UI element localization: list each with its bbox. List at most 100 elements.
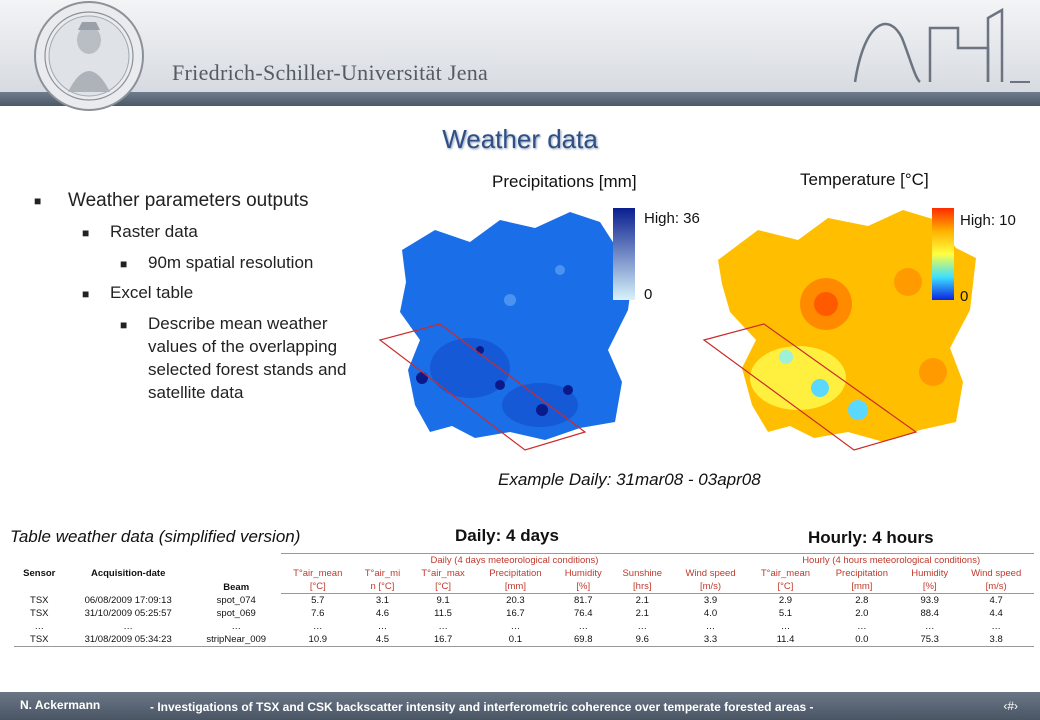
- temp-cold-spot: [811, 379, 829, 397]
- table-cell: 3.1: [375, 595, 390, 606]
- col-unit-daily: [%]: [554, 580, 612, 594]
- bullet-level2: ■ Excel table: [30, 283, 375, 303]
- table-cell: …: [438, 621, 448, 632]
- table-cell: spot_069: [216, 608, 256, 619]
- table-cell: …: [780, 621, 791, 632]
- temp-cold-spot: [779, 350, 793, 364]
- table-cell: …: [123, 621, 133, 632]
- header-banner: [0, 0, 1040, 92]
- table-cell: 5.1: [778, 608, 793, 619]
- map-caption: Example Daily: 31mar08 - 03apr08: [498, 470, 761, 489]
- temp-warm-core: [814, 292, 838, 316]
- col-header-daily: Sunshine: [622, 568, 663, 579]
- table-cell: 9.1: [436, 595, 450, 606]
- temp-warm-zone: [894, 268, 922, 296]
- table-cell: TSX: [30, 594, 49, 606]
- col-unit-daily: [°C]: [280, 580, 355, 594]
- precipitation-map: [378, 208, 635, 451]
- col-unit-hourly: [mm]: [822, 580, 902, 594]
- table-header-row: Sensor Acquisition-date Beam Daily (4 da…: [14, 553, 1034, 593]
- table-row: ……………………………………: [14, 620, 1034, 633]
- table-cell: spot_074: [216, 594, 256, 606]
- col-header-acq: Acquisition-date: [90, 568, 166, 579]
- table-cell: 5.7: [311, 595, 325, 606]
- daily-group-header: Daily (4 days meteorological conditions): [280, 553, 749, 567]
- table-cell: 4.0: [703, 608, 718, 619]
- slide-title: Weather data: [442, 124, 598, 154]
- bullet-text: Weather parameters outputs: [68, 190, 309, 211]
- table-cell: 2.8: [855, 595, 869, 606]
- table-cell: TSX: [30, 608, 49, 619]
- precip-low-spot: [504, 294, 516, 306]
- col-header-daily: T°air_max: [421, 568, 465, 579]
- temp-cool-zone: [750, 346, 846, 410]
- col-header-sensor: Sensor: [23, 568, 56, 579]
- table-cell: 4.7: [989, 595, 1003, 606]
- bullet-level3: ■ Describe mean weather values of the ove…: [30, 313, 375, 405]
- square-bullet-icon: ■: [120, 317, 128, 332]
- table-cell: 9.6: [611, 633, 673, 647]
- table-cell: …: [991, 621, 1001, 632]
- bullet-text: Raster data: [110, 222, 198, 241]
- table-cell: 2.9: [778, 595, 793, 606]
- jena-skyline-logo: [853, 8, 1030, 83]
- col-header-beam: Beam: [223, 581, 250, 593]
- table-cell: TSX: [14, 633, 65, 647]
- bullet-level2: ■ Raster data: [30, 222, 375, 242]
- table-subheader-row: T°air_mean T°air_mi T°air_max Precipitation…: [14, 567, 1034, 580]
- table-cell: 81.7: [574, 595, 593, 606]
- col-header-daily: T°air_mean: [293, 568, 343, 579]
- precip-legend-low: 0: [644, 286, 653, 303]
- footer-author: N. Ackermann: [20, 698, 101, 712]
- table-cell: stripNear_009: [191, 633, 281, 647]
- precip-color-ramp: [613, 208, 635, 300]
- precip-high-zone: [430, 338, 510, 398]
- table-cell: …: [637, 621, 648, 632]
- table-cell: …: [231, 621, 241, 632]
- temp-legend-low: 0: [960, 288, 969, 305]
- table-cell: 88.4: [920, 608, 939, 619]
- table-cell: 31/08/2009 05:34:23: [64, 633, 192, 647]
- table-cell: 69.8: [554, 633, 612, 647]
- col-header-daily: Wind speed: [685, 568, 736, 579]
- col-header-hourly: Humidity: [911, 568, 949, 579]
- bullet-level3: ■ 90m spatial resolution: [30, 252, 375, 275]
- col-unit-daily: [mm]: [476, 580, 555, 594]
- col-unit-daily: [hrs]: [611, 580, 673, 594]
- footer-page-number: ‹#›: [1003, 699, 1018, 713]
- col-unit-hourly: [m/s): [958, 580, 1034, 594]
- table-caption: Table weather data (simplified version): [10, 527, 301, 546]
- table-cell: 93.9: [920, 595, 939, 606]
- bullet-text: Describe mean weather values of the over…: [148, 313, 347, 402]
- table-cell: 16.7: [506, 608, 525, 619]
- table-cell: 2.0: [855, 608, 869, 619]
- satellite-footprint-outline: [702, 323, 918, 451]
- table-cell: …: [705, 621, 716, 632]
- table-cell: 2.1: [635, 608, 649, 619]
- footer-bar: N. Ackermann - Investigations of TSX and…: [0, 692, 1040, 720]
- square-bullet-icon: ■: [82, 286, 90, 301]
- table-cell: 16.7: [410, 633, 477, 647]
- table-cell: 0.1: [476, 633, 555, 647]
- hourly-label: Hourly: 4 hours: [808, 528, 934, 547]
- precip-hotspot: [495, 380, 505, 390]
- table-cell: 4.5: [354, 633, 410, 647]
- table-cell: …: [510, 621, 521, 632]
- precip-hotspot: [416, 372, 428, 384]
- precip-hotspot: [476, 346, 484, 354]
- table-cell: 06/08/2009 17:09:13: [84, 594, 172, 606]
- temperature-map: [702, 208, 976, 451]
- table-row: TSX 31/10/2009 05:25:57 spot_069 7.6 4.6 11.5…: [14, 607, 1034, 620]
- table-cell: 20.3: [506, 595, 525, 606]
- col-unit-daily: [°C]: [410, 580, 477, 594]
- table-cell: 76.4: [574, 608, 593, 619]
- square-bullet-icon: ■: [34, 194, 42, 208]
- col-header-hourly: Precipitation: [835, 568, 888, 579]
- table-cell: 0.0: [822, 633, 902, 647]
- table-cell: 7.6: [311, 608, 325, 619]
- weather-table: Sensor Acquisition-date Beam Daily (4 da…: [14, 553, 1034, 647]
- col-header-daily: T°air_mi: [364, 568, 401, 579]
- table-cell: 2.1: [635, 595, 649, 606]
- satellite-footprint-outline: [378, 323, 587, 451]
- table-cell: 75.3: [901, 633, 959, 647]
